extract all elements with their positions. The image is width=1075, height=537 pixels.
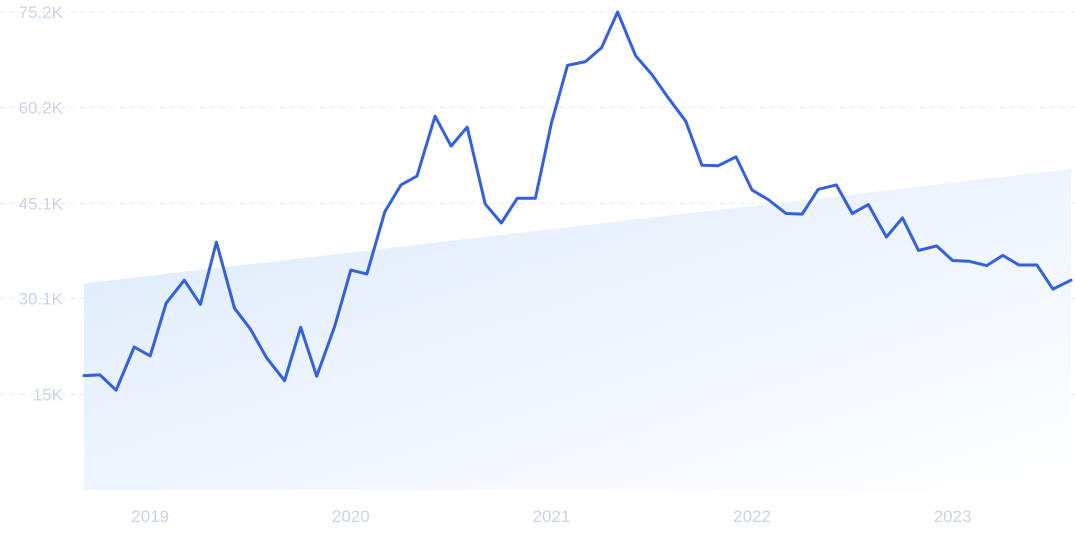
trend-area bbox=[84, 169, 1071, 490]
x-tick-label: 2020 bbox=[332, 507, 370, 526]
series-line-group bbox=[82, 10, 1073, 392]
trend-band bbox=[84, 169, 1071, 490]
y-axis-ticks: 15K 30.1K 45.1K 60.2K 75.2K bbox=[19, 3, 64, 405]
y-tick-label: 45.1K bbox=[19, 194, 64, 213]
y-tick-label: 30.1K bbox=[19, 290, 64, 309]
y-tick-label: 15K bbox=[33, 386, 64, 405]
x-tick-label: 2021 bbox=[533, 507, 571, 526]
y-tick-label: 75.2K bbox=[19, 3, 64, 22]
x-tick-label: 2022 bbox=[733, 507, 771, 526]
x-tick-label: 2019 bbox=[131, 507, 169, 526]
x-tick-label: 2023 bbox=[934, 507, 972, 526]
y-tick-label: 60.2K bbox=[19, 98, 64, 117]
x-axis-ticks: 2019 2020 2021 2022 2023 bbox=[131, 507, 971, 526]
series-line bbox=[82, 10, 1073, 392]
